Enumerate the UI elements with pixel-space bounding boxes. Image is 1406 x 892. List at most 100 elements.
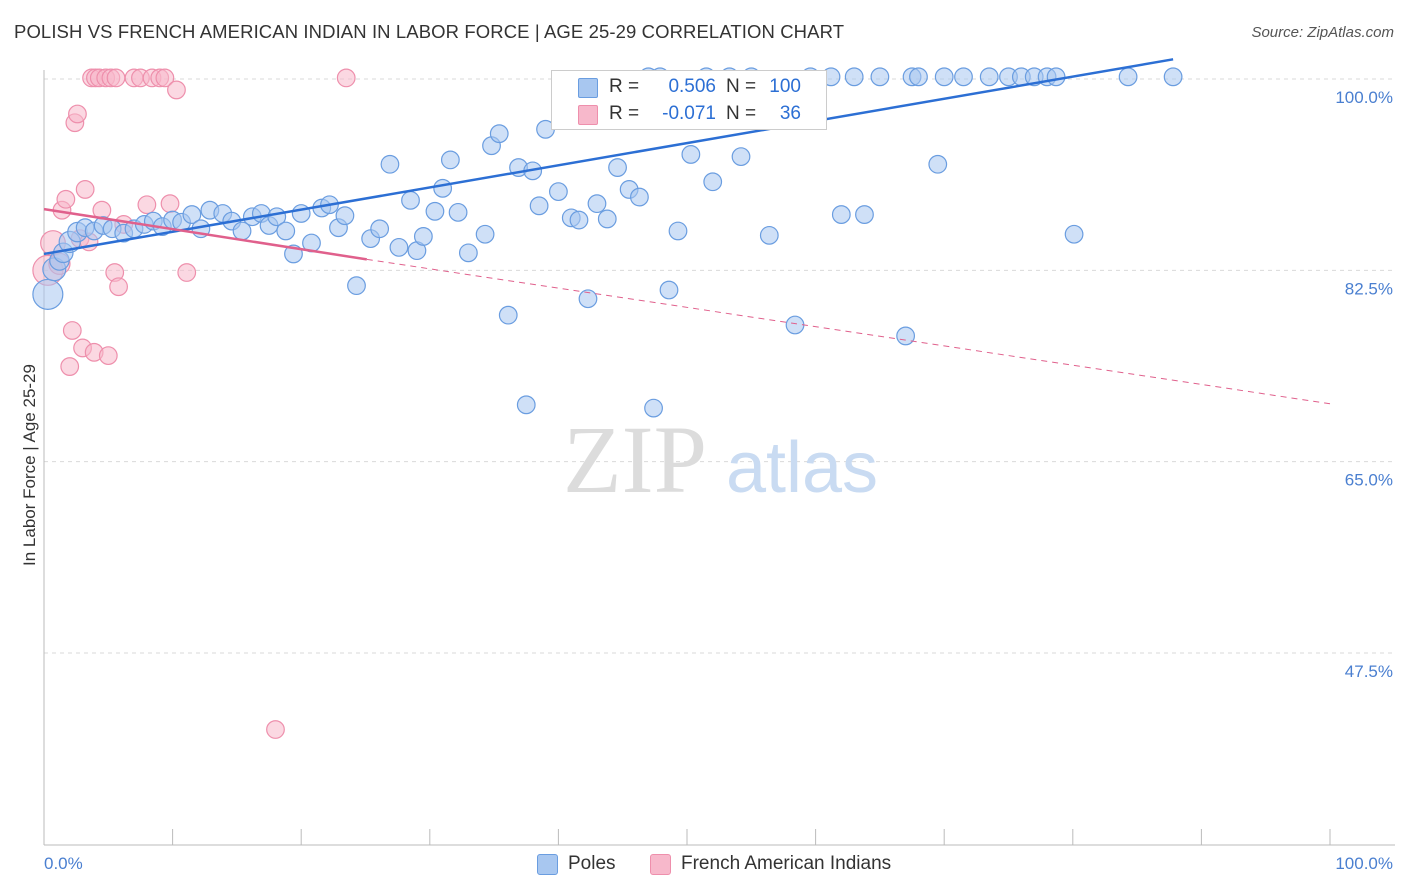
fai-legend-swatch xyxy=(650,854,671,875)
x-tick-labels: 0.0% 100.0% xyxy=(44,854,1393,873)
gridlines xyxy=(44,78,1395,654)
r-label: R = xyxy=(609,76,640,97)
poles-point xyxy=(785,315,805,335)
fai-point xyxy=(75,180,95,199)
legend-row-poles: R = 0.506 N = 100 xyxy=(552,74,826,100)
poles-point xyxy=(587,194,607,214)
poles-trendline xyxy=(43,58,1174,256)
fai-point xyxy=(60,357,80,376)
poles-point xyxy=(549,182,568,202)
poles-point xyxy=(909,67,928,87)
poles-point xyxy=(433,178,453,198)
poles-point xyxy=(870,67,890,87)
poles-point xyxy=(401,190,420,210)
poles-point xyxy=(979,67,999,87)
poles-point xyxy=(831,205,851,224)
poles-point xyxy=(1118,67,1138,87)
fai-point xyxy=(137,195,157,215)
fai-legend-label: French American Indians xyxy=(681,853,892,874)
poles-point xyxy=(608,158,627,177)
fai-point xyxy=(167,80,186,100)
legend-row-french-american-indians: R = -0.071 N = 36 xyxy=(552,101,826,127)
fai-trendline-dashed xyxy=(366,258,1331,405)
poles-point xyxy=(489,124,509,144)
poles-point xyxy=(569,210,589,230)
source-credit: Source: ZipAtlas.com xyxy=(1251,24,1394,41)
watermark-atlas: atlas xyxy=(726,428,878,508)
poles-point xyxy=(335,206,355,226)
chart-title: POLISH VS FRENCH AMERICAN INDIAN IN LABO… xyxy=(14,21,845,42)
poles-point xyxy=(928,154,948,174)
n-label: N = xyxy=(726,76,757,97)
r-label: R = xyxy=(609,103,640,124)
poles-point xyxy=(1046,67,1066,87)
fai-point xyxy=(336,68,356,88)
stats-legend: R = 0.506 N = 100 R = -0.071 N = 36 xyxy=(551,70,827,130)
poles-point xyxy=(389,237,409,257)
poles-swatch xyxy=(578,78,598,98)
y-tick-labels: 100.0% 82.5% 65.0% 47.5% xyxy=(1335,88,1393,681)
poles-point xyxy=(644,398,663,418)
y-tick-label: 65.0% xyxy=(1345,471,1393,490)
poles-point xyxy=(458,243,478,263)
poles-point xyxy=(934,67,954,87)
fai-point xyxy=(106,68,126,88)
poles-point xyxy=(703,172,723,192)
poles-point xyxy=(659,280,679,300)
y-tick-label: 47.5% xyxy=(1345,662,1393,681)
poles-point xyxy=(440,150,460,170)
poles-point xyxy=(844,67,864,87)
poles-point xyxy=(276,221,296,241)
n-value: 100 xyxy=(769,76,801,97)
fai-point xyxy=(160,194,180,214)
fai-point xyxy=(177,263,197,282)
poles-point xyxy=(855,205,874,224)
poles-point xyxy=(597,209,617,229)
poles-point xyxy=(448,202,468,222)
trendlines xyxy=(43,58,1331,405)
series-french-american-indians xyxy=(32,68,356,739)
fai-point xyxy=(98,346,118,366)
fai-point xyxy=(68,104,87,124)
fai-point xyxy=(266,720,285,739)
poles-point xyxy=(475,224,495,244)
poles-point xyxy=(370,219,390,239)
fai-point xyxy=(62,321,82,340)
poles-legend-swatch xyxy=(537,854,558,875)
r-value: 0.506 xyxy=(668,76,716,97)
poles-point xyxy=(759,225,779,245)
fai-trendline-solid xyxy=(43,207,367,261)
x-tick-label: 100.0% xyxy=(1335,854,1393,873)
poles-point xyxy=(516,395,536,415)
poles-point xyxy=(630,187,649,207)
fai-point xyxy=(109,277,128,297)
poles-point xyxy=(1163,67,1183,87)
poles-point xyxy=(529,196,549,216)
n-label: N = xyxy=(726,103,757,124)
poles-point xyxy=(425,201,445,221)
y-axis-label: In Labor Force | Age 25-29 xyxy=(20,364,39,566)
poles-point xyxy=(681,145,701,164)
poles-point xyxy=(413,227,433,246)
poles-point xyxy=(498,305,518,325)
poles-point xyxy=(954,67,973,87)
r-value: -0.071 xyxy=(662,103,716,124)
n-value: 36 xyxy=(779,103,801,124)
poles-point xyxy=(380,154,400,174)
y-tick-label: 82.5% xyxy=(1345,279,1393,298)
fai-point xyxy=(155,68,175,88)
watermark-zip: ZIP xyxy=(563,406,707,513)
poles-point xyxy=(347,276,366,296)
poles-point xyxy=(578,289,598,309)
fai-swatch xyxy=(578,105,598,125)
x-tick-label: 0.0% xyxy=(44,854,83,873)
poles-legend-label: Poles xyxy=(568,853,616,874)
poles-point xyxy=(32,278,64,310)
poles-point xyxy=(668,221,688,241)
poles-point xyxy=(182,205,202,224)
watermark: ZIP atlas xyxy=(563,406,878,513)
poles-point xyxy=(1064,224,1084,244)
fai-point xyxy=(56,189,76,209)
y-tick-label: 100.0% xyxy=(1335,88,1393,107)
